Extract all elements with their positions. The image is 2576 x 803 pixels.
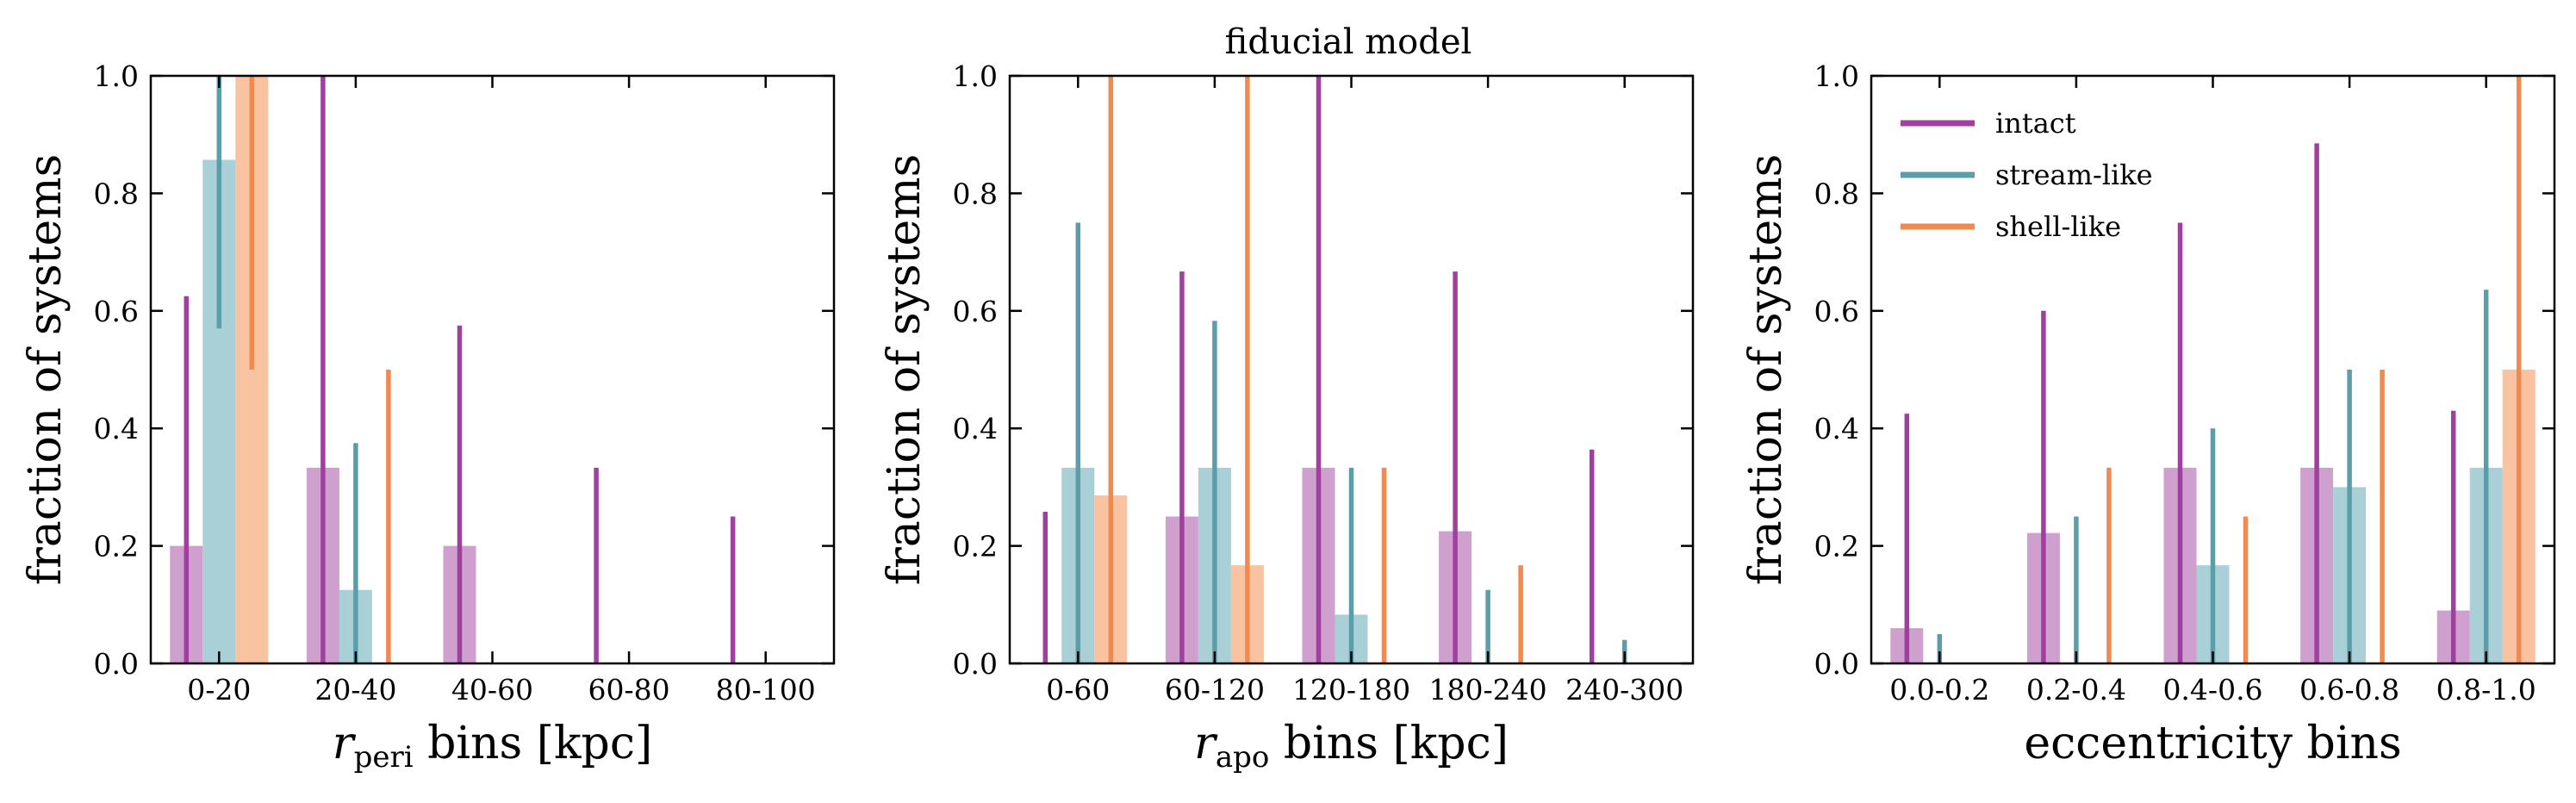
xtick-label: 60-80 [588, 673, 670, 707]
xtick-label: 60-120 [1165, 673, 1265, 707]
ytick-label: 0.2 [953, 530, 998, 563]
xtick-label: 0.0-0.2 [1889, 673, 1989, 707]
xtick-label: 80-100 [716, 673, 816, 707]
x-axis-label: rapo bins [kpc] [1194, 718, 1509, 775]
ytick-label: 1.0 [94, 59, 139, 93]
legend-label-shell-like: shell-like [1995, 210, 2121, 243]
ytick-label: 0.6 [1814, 295, 1859, 328]
ytick-label: 0.4 [94, 412, 139, 445]
ytick-label: 0.8 [94, 177, 139, 210]
xtick-label: 180-240 [1429, 673, 1547, 707]
xtick-label: 0.6-0.8 [2299, 673, 2399, 707]
x-axis-label: rperi bins [kpc] [333, 718, 653, 775]
xtick-label: 40-60 [451, 673, 533, 707]
xtick-label: 0.8-1.0 [2436, 673, 2536, 707]
ytick-label: 0.8 [1814, 177, 1859, 210]
ytick-label: 0.0 [94, 647, 139, 681]
ytick-label: 1.0 [1814, 59, 1859, 93]
ytick-label: 0.8 [953, 177, 998, 210]
ytick-label: 0.6 [953, 295, 998, 328]
panel-rperi: 0.0 0.2 0.4 0.6 0.8 1.0 0-20 20-40 40-60 60-80 80-… [20, 59, 836, 775]
x-axis-label: eccentricity bins [2024, 718, 2401, 769]
panel-rapo: 0.0 0.2 0.4 0.6 0.8 1.0 0-60 60-120 120-180 180-2… [879, 59, 1695, 775]
ytick-label: 0.4 [953, 412, 998, 445]
ytick-label: 0.2 [1814, 530, 1859, 563]
xtick-label: 240-300 [1565, 673, 1683, 707]
ytick-label: 0.0 [953, 647, 998, 681]
y-axis-label: fraction of systems [20, 154, 72, 586]
panel-eccentricity: 0.0 0.2 0.4 0.6 0.8 1.0 0.0-0.2 0.2-0.4 0.4-0.6 0… [1740, 59, 2556, 769]
ytick-label: 0.2 [94, 530, 139, 563]
legend-label-stream-like: stream-like [1995, 159, 2153, 191]
xtick-label: 0-20 [187, 673, 251, 707]
ytick-label: 1.0 [953, 59, 998, 93]
legend-label-intact: intact [1995, 107, 2076, 140]
y-axis-label: fraction of systems [879, 154, 930, 586]
xtick-label: 0.4-0.6 [2162, 673, 2262, 707]
y-axis-label: fraction of systems [1740, 154, 1792, 586]
xtick-label: 0-60 [1046, 673, 1110, 707]
xtick-label: 0.2-0.4 [2026, 673, 2126, 707]
figure-title: fiducial model [1225, 22, 1472, 62]
xtick-label: 20-40 [314, 673, 396, 707]
xtick-label: 120-180 [1292, 673, 1410, 707]
ytick-label: 0.4 [1814, 412, 1859, 445]
ytick-label: 0.0 [1814, 647, 1859, 681]
ytick-label: 0.6 [94, 295, 139, 328]
